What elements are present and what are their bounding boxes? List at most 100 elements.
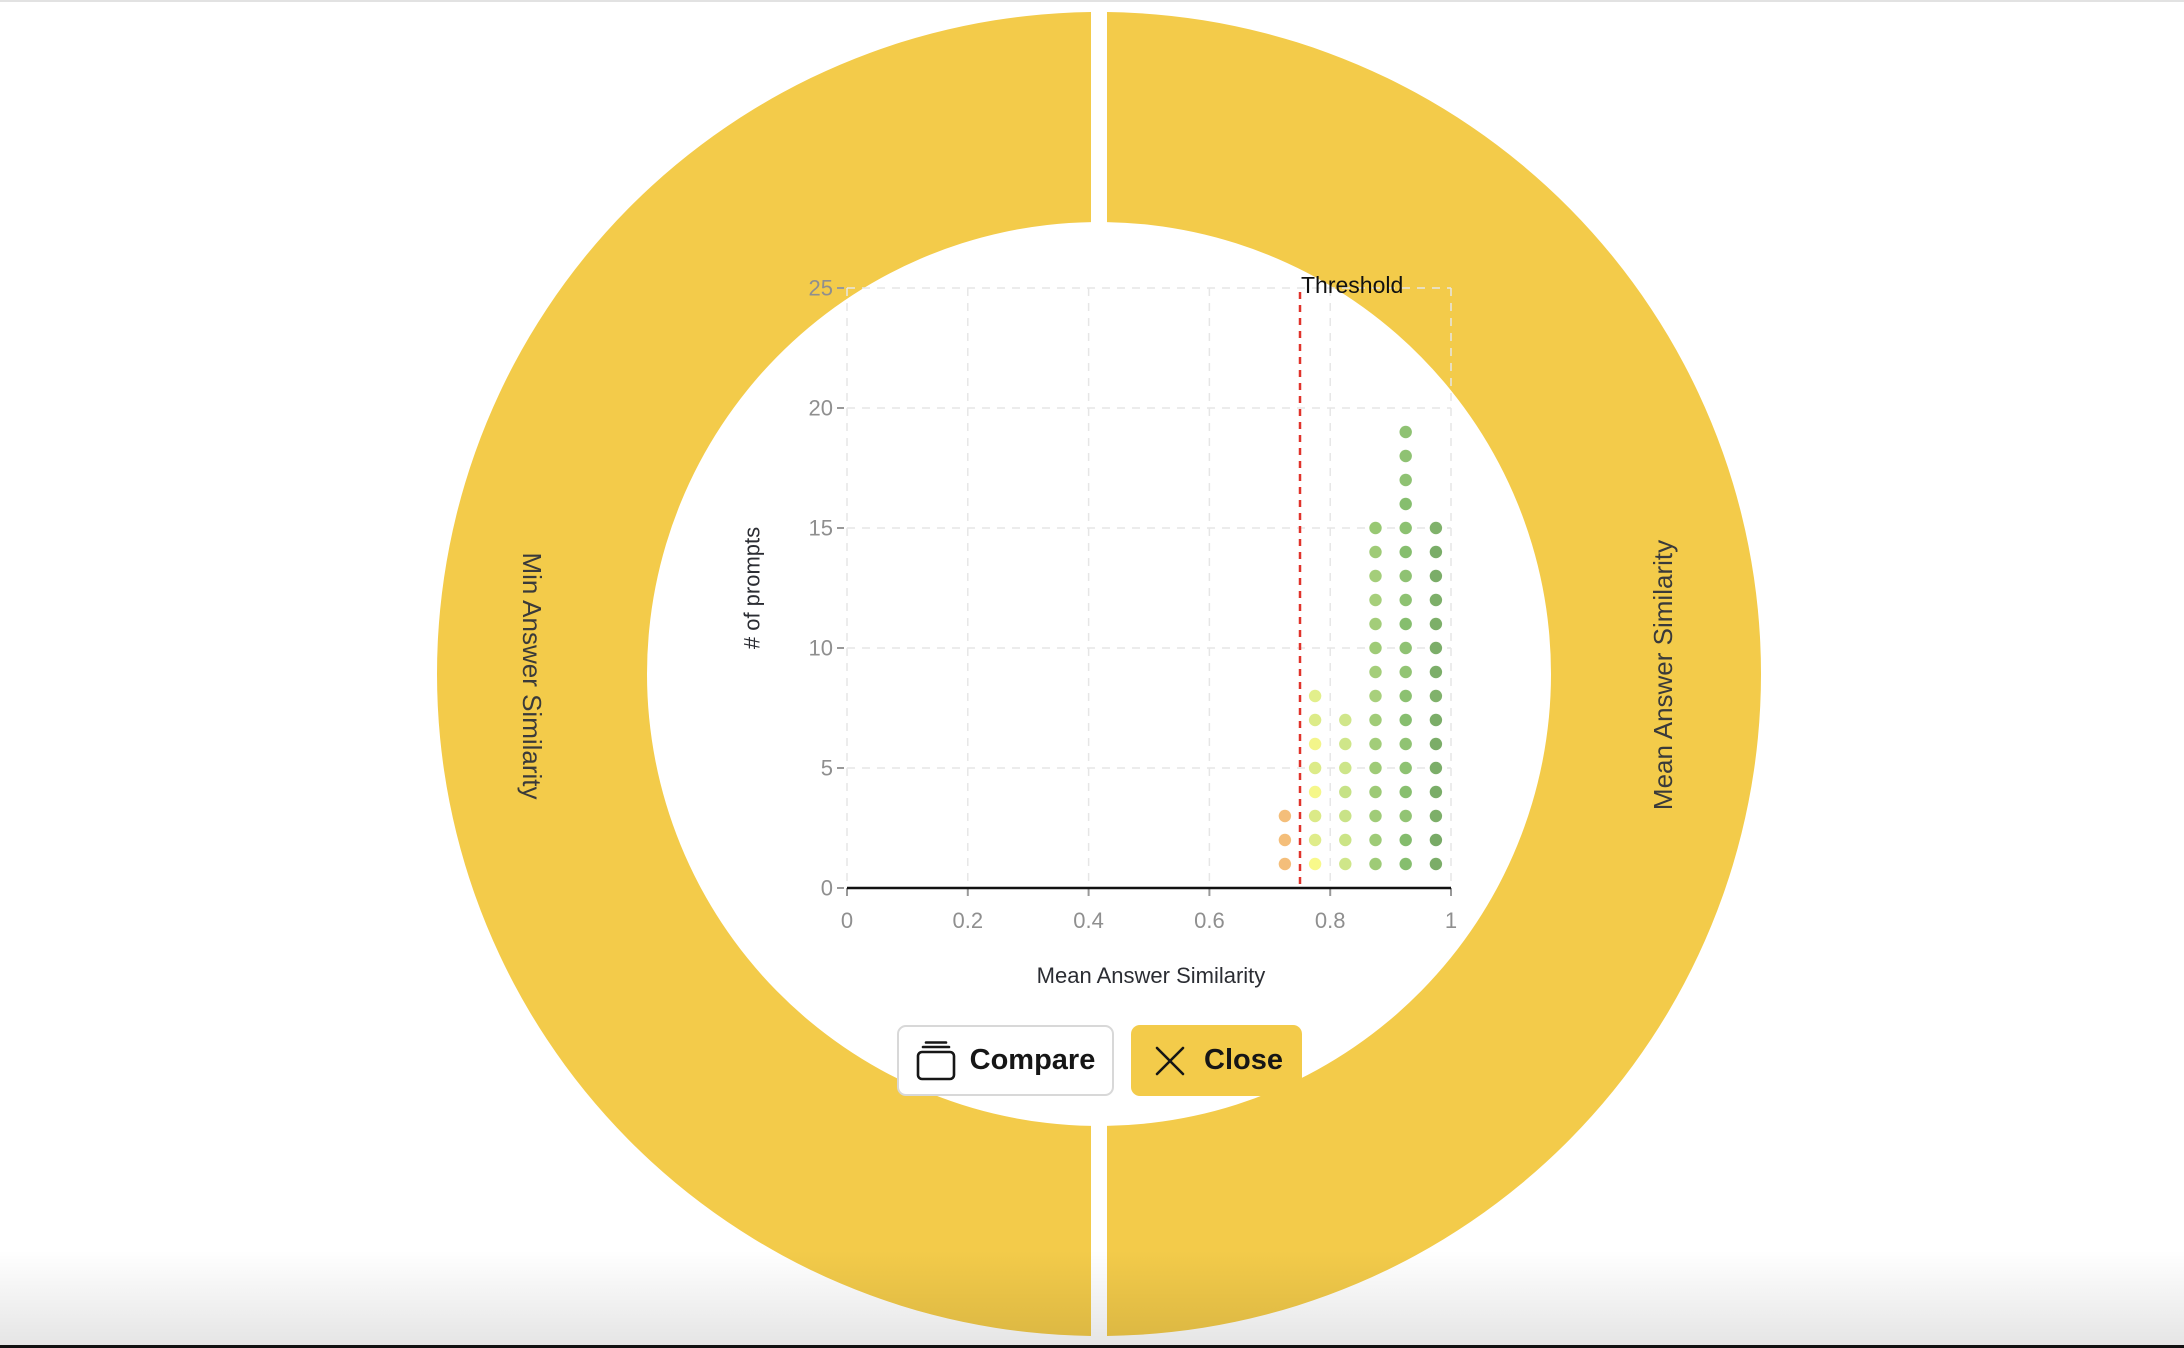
- data-point[interactable]: [1399, 425, 1412, 439]
- data-point[interactable]: [1369, 569, 1382, 583]
- data-point[interactable]: [1369, 641, 1382, 655]
- compare-button-label: Compare: [969, 1044, 1096, 1076]
- data-point[interactable]: [1278, 833, 1292, 847]
- data-point[interactable]: [1429, 833, 1443, 847]
- data-point[interactable]: [1369, 665, 1382, 679]
- data-point[interactable]: [1308, 857, 1322, 871]
- data-point[interactable]: [1399, 545, 1412, 559]
- y-tick-label: 25: [809, 276, 833, 301]
- data-point[interactable]: [1369, 785, 1382, 799]
- ring-label-mean: Mean Answer Similarity: [1648, 540, 1678, 810]
- data-point[interactable]: [1369, 833, 1382, 847]
- threshold-label: Threshold: [1301, 272, 1403, 298]
- y-tick-label: 20: [809, 396, 833, 421]
- data-point[interactable]: [1308, 713, 1322, 727]
- data-point[interactable]: [1429, 593, 1443, 607]
- y-tick-label: 15: [809, 516, 833, 541]
- data-point[interactable]: [1399, 737, 1412, 751]
- data-point[interactable]: [1369, 521, 1382, 535]
- similarity-ring: Min Answer Similarity Mean Answer Simila…: [437, 12, 1761, 1336]
- x-tick-label: 0.6: [1194, 908, 1225, 933]
- x-tick-label: 1: [1445, 908, 1457, 933]
- data-point[interactable]: [1308, 785, 1322, 799]
- data-point[interactable]: [1399, 833, 1412, 847]
- data-point[interactable]: [1308, 809, 1322, 823]
- close-button-label: Close: [1204, 1044, 1283, 1076]
- data-point[interactable]: [1339, 809, 1352, 823]
- data-point[interactable]: [1339, 761, 1352, 775]
- y-tick-label: 5: [821, 756, 833, 781]
- data-point[interactable]: [1308, 737, 1322, 751]
- data-point[interactable]: [1429, 569, 1443, 583]
- x-tick-label: 0: [841, 908, 853, 933]
- data-point[interactable]: [1339, 857, 1352, 871]
- data-point[interactable]: [1278, 809, 1292, 823]
- x-axis-ticks: 0 0.2 0.4 0.6 0.8 1: [841, 888, 1457, 933]
- data-point[interactable]: [1429, 785, 1443, 799]
- close-icon: [1150, 1041, 1190, 1081]
- data-point[interactable]: [1399, 641, 1412, 655]
- close-button[interactable]: Close: [1131, 1025, 1302, 1096]
- data-point[interactable]: [1429, 545, 1443, 559]
- x-tick-label: 0.2: [953, 908, 984, 933]
- data-point[interactable]: [1429, 521, 1443, 535]
- data-point[interactable]: [1308, 689, 1322, 703]
- y-tick-label: 10: [809, 636, 833, 661]
- data-point[interactable]: [1369, 713, 1382, 727]
- data-point[interactable]: [1399, 449, 1412, 463]
- data-point[interactable]: [1429, 713, 1443, 727]
- data-point[interactable]: [1369, 809, 1382, 823]
- data-point[interactable]: [1369, 761, 1382, 775]
- stack-icon: [916, 1040, 956, 1081]
- data-point[interactable]: [1369, 857, 1382, 871]
- data-point[interactable]: [1369, 545, 1382, 559]
- data-point[interactable]: [1399, 809, 1412, 823]
- data-point[interactable]: [1429, 617, 1443, 631]
- x-tick-label: 0.4: [1073, 908, 1104, 933]
- data-point[interactable]: [1429, 641, 1443, 655]
- data-point[interactable]: [1339, 737, 1352, 751]
- data-point[interactable]: [1308, 761, 1322, 775]
- data-point[interactable]: [1399, 713, 1412, 727]
- data-point[interactable]: [1399, 617, 1412, 631]
- data-point[interactable]: [1369, 689, 1382, 703]
- data-point[interactable]: [1369, 617, 1382, 631]
- data-point[interactable]: [1369, 593, 1382, 607]
- data-point[interactable]: [1399, 521, 1412, 535]
- data-point[interactable]: [1339, 713, 1352, 727]
- compare-button[interactable]: Compare: [897, 1025, 1114, 1096]
- x-tick-label: 0.8: [1315, 908, 1346, 933]
- data-point[interactable]: [1399, 761, 1412, 775]
- dot-histogram-chart: 0 5 10 15 20 25 0 0.2 0.4 0.6 0.8 1 Threshold Mean…: [740, 272, 1458, 988]
- ring-label-min: Min Answer Similarity: [517, 552, 547, 799]
- data-point[interactable]: [1429, 737, 1443, 751]
- data-point[interactable]: [1308, 833, 1322, 847]
- x-axis-label: Mean Answer Similarity: [1037, 963, 1266, 988]
- data-point[interactable]: [1399, 857, 1412, 871]
- data-point[interactable]: [1399, 593, 1412, 607]
- data-point[interactable]: [1399, 785, 1412, 799]
- data-point[interactable]: [1429, 809, 1443, 823]
- data-point[interactable]: [1399, 665, 1412, 679]
- data-point[interactable]: [1429, 857, 1443, 871]
- data-point[interactable]: [1339, 833, 1352, 847]
- data-point[interactable]: [1429, 665, 1443, 679]
- data-point[interactable]: [1429, 761, 1443, 775]
- data-point[interactable]: [1399, 473, 1412, 487]
- data-point[interactable]: [1399, 689, 1412, 703]
- window-top-border: [0, 0, 2184, 2]
- data-points: [1278, 425, 1443, 871]
- ring-segment-min-similarity[interactable]: [437, 12, 1091, 1336]
- data-point[interactable]: [1369, 737, 1382, 751]
- bottom-edge: [0, 1345, 2184, 1348]
- data-point[interactable]: [1339, 785, 1352, 799]
- y-tick-label: 0: [821, 876, 833, 901]
- y-axis-label: # of prompts: [740, 527, 765, 649]
- data-point[interactable]: [1399, 569, 1412, 583]
- data-point[interactable]: [1429, 689, 1443, 703]
- gridlines: [846, 287, 1452, 889]
- data-point[interactable]: [1399, 497, 1412, 511]
- data-point[interactable]: [1278, 857, 1292, 871]
- ring-segment-mean-similarity[interactable]: [1107, 12, 1761, 1336]
